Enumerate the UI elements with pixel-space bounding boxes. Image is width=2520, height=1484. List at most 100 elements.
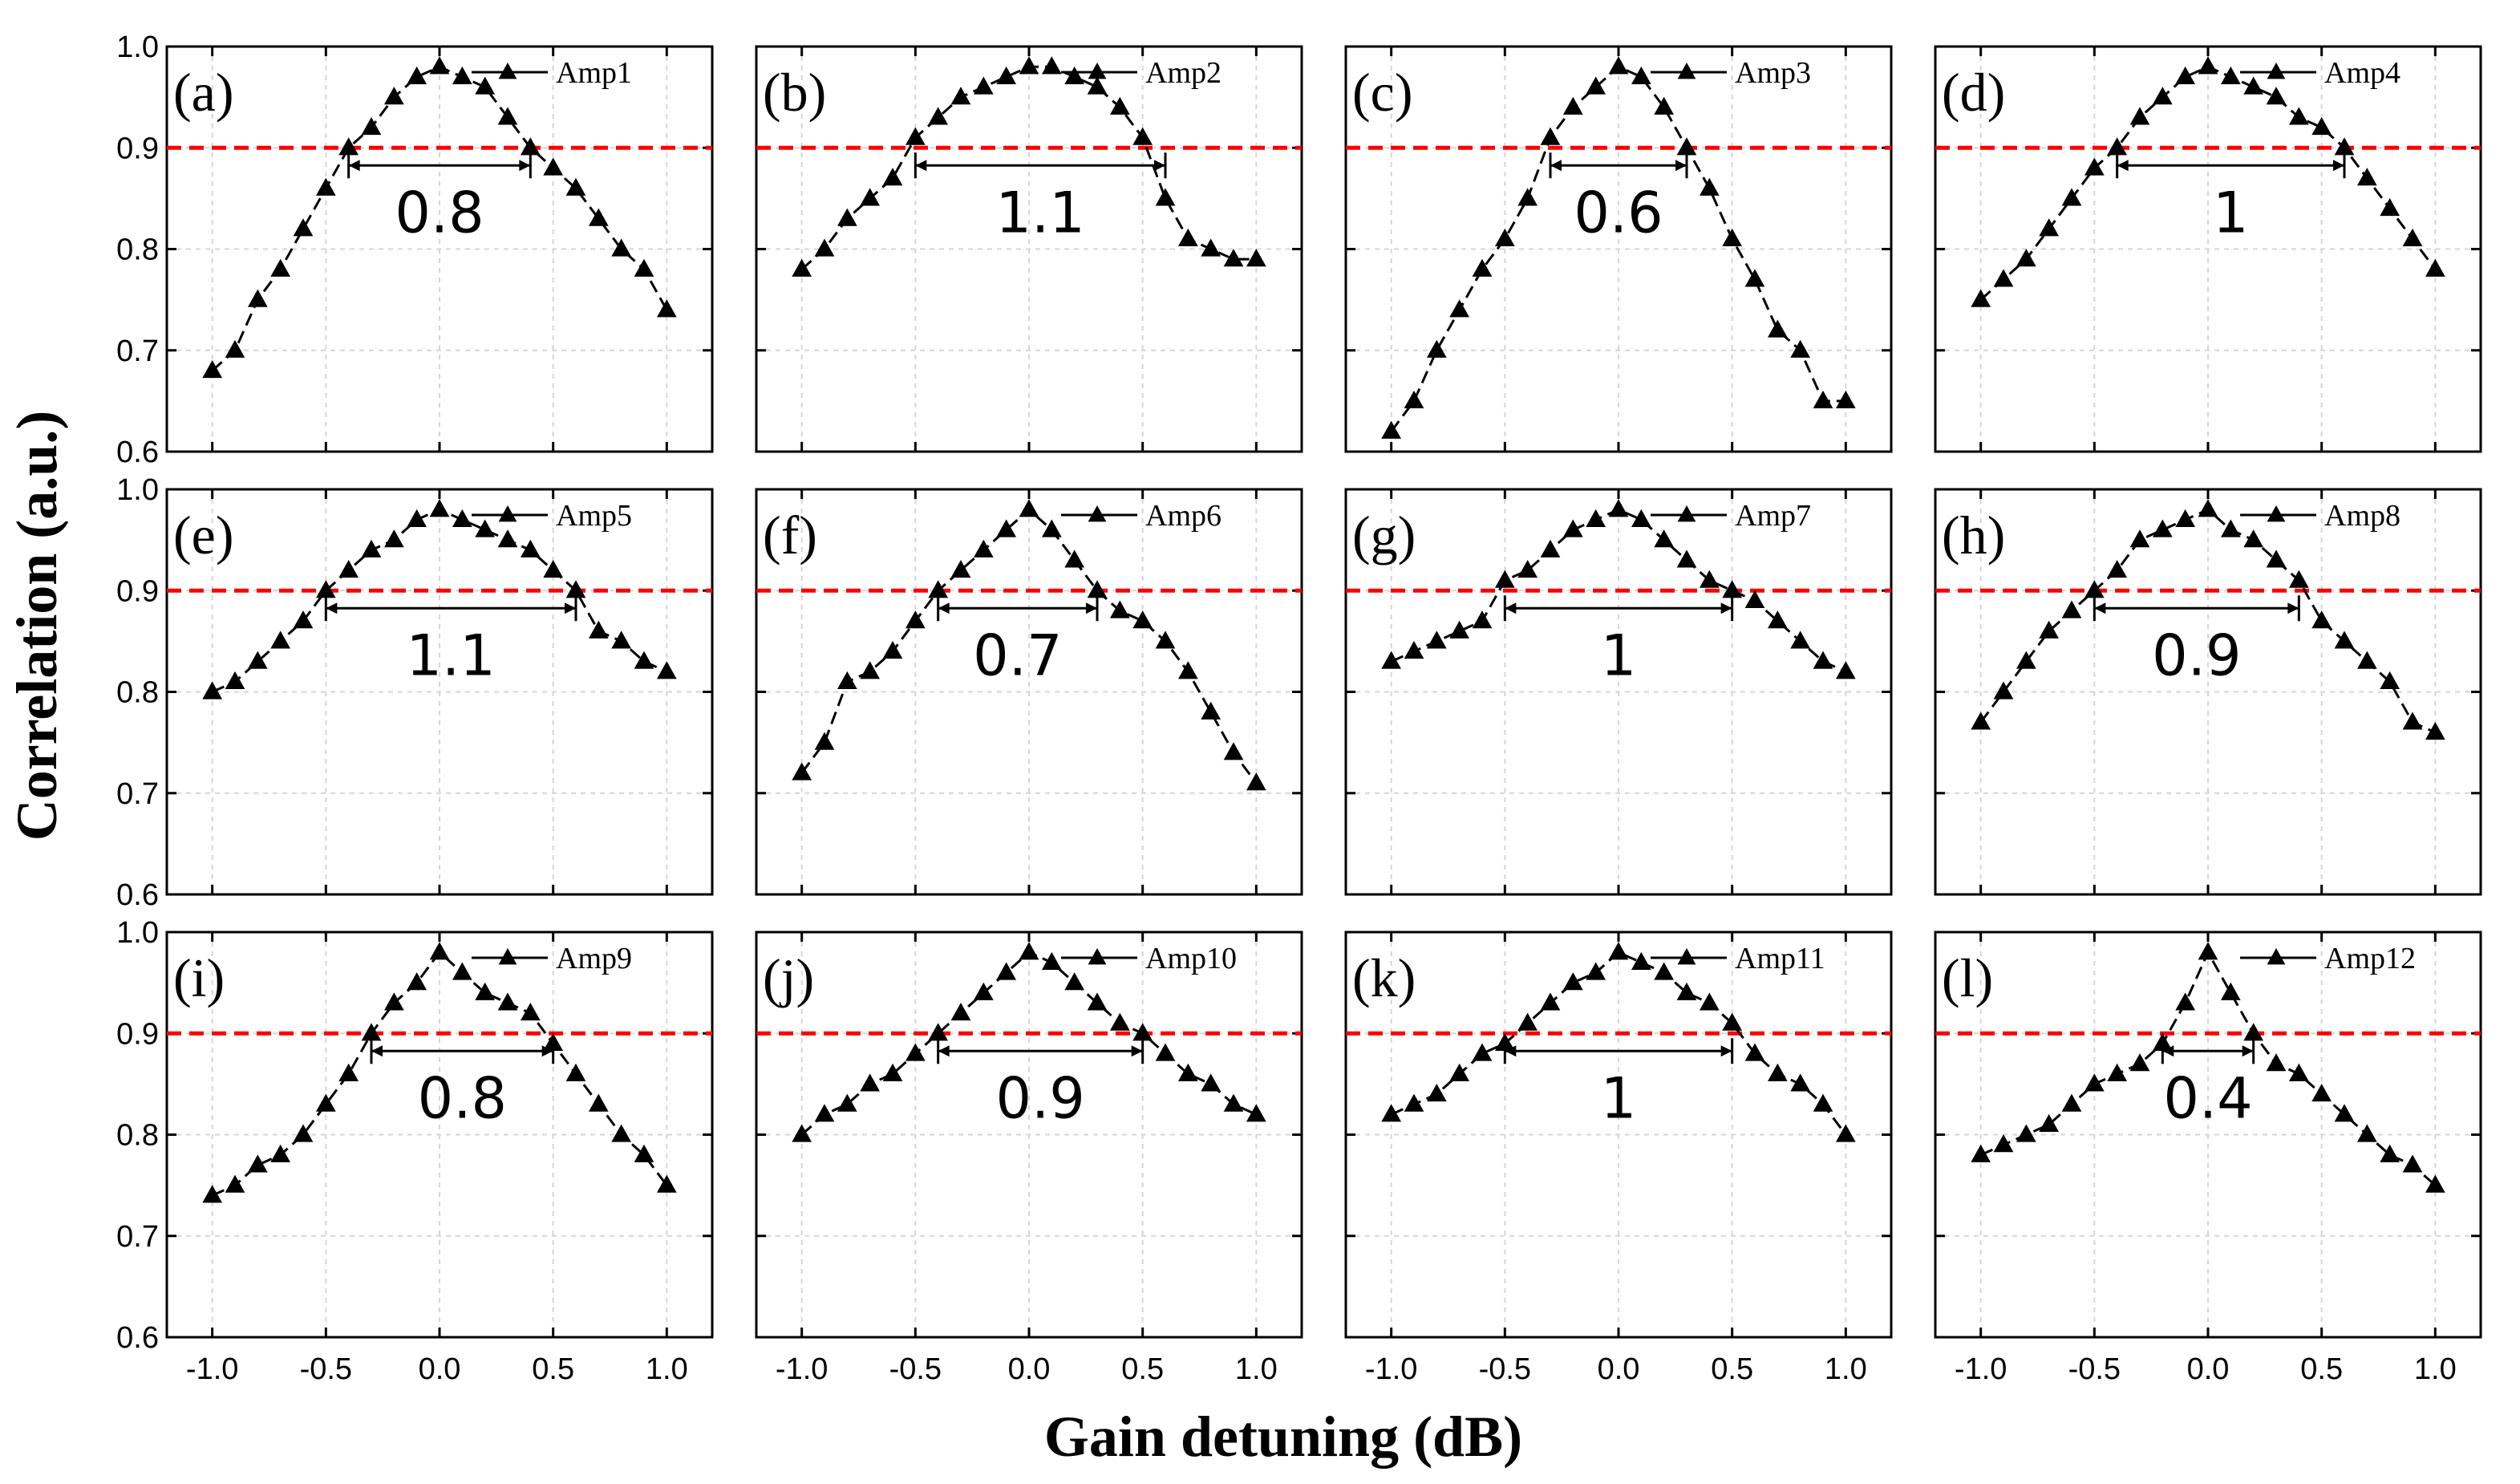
data-point xyxy=(1201,238,1222,257)
width-arrow-right xyxy=(2242,1045,2254,1057)
data-point xyxy=(1449,620,1470,639)
data-point xyxy=(1064,66,1085,84)
data-point xyxy=(860,188,881,206)
data-point xyxy=(1744,269,1765,287)
legend-label: Amp1 xyxy=(556,56,632,90)
width-arrow-left xyxy=(915,160,927,172)
data-point xyxy=(2129,107,2150,125)
data-point xyxy=(1993,681,2014,699)
width-arrow-right xyxy=(1720,1045,1732,1057)
data-point xyxy=(837,208,857,226)
data-point xyxy=(1494,228,1515,246)
data-point xyxy=(588,208,609,226)
data-point xyxy=(1722,1012,1743,1031)
data-point xyxy=(1608,942,1629,960)
data-point xyxy=(1562,972,1583,991)
y-tick-label: 1.0 xyxy=(116,916,159,950)
width-arrow-right xyxy=(1131,1045,1143,1057)
data-point xyxy=(2334,1104,2355,1122)
data-point xyxy=(792,258,812,277)
data-point xyxy=(338,1063,359,1081)
data-point xyxy=(1699,177,1720,196)
width-arrow-right xyxy=(541,1045,553,1057)
x-tick-label: 1.0 xyxy=(1825,1352,1867,1386)
x-tick-label: -1.0 xyxy=(1955,1352,2007,1386)
data-point xyxy=(634,258,654,277)
data-point xyxy=(2380,671,2400,689)
x-tick-label: -1.0 xyxy=(186,1352,238,1386)
panel-4: 1 (d) Amp4 xyxy=(1934,45,2482,453)
data-point xyxy=(1654,96,1675,115)
width-arrow-left xyxy=(2094,602,2106,614)
legend-marker xyxy=(1088,63,1107,79)
data-point xyxy=(1540,992,1561,1011)
width-arrow-left xyxy=(371,1045,383,1057)
data-point xyxy=(543,560,564,578)
data-point xyxy=(1201,701,1222,720)
width-arrow-left xyxy=(938,1045,950,1057)
data-point xyxy=(520,539,541,558)
data-point xyxy=(814,1104,835,1122)
legend-label: Amp4 xyxy=(2324,56,2400,90)
width-arrow-left xyxy=(938,602,950,614)
width-label: 0.8 xyxy=(395,180,484,245)
data-point xyxy=(1019,942,1039,960)
panel-letter: (d) xyxy=(1942,62,2005,123)
panel-12: -1.0 -0.5 0.0 0.5 1.0 0.4 (l) Amp12 xyxy=(1934,931,2482,1386)
width-arrow-left xyxy=(2117,160,2129,172)
data-point xyxy=(2220,519,2241,537)
width-arrow-left xyxy=(326,602,338,614)
legend-label: Amp12 xyxy=(2324,942,2416,975)
data-point xyxy=(1971,289,1991,307)
data-point xyxy=(611,630,632,649)
x-tick-label: -1.0 xyxy=(776,1352,828,1386)
data-point xyxy=(1722,580,1743,598)
data-point xyxy=(293,610,314,629)
data-point xyxy=(588,620,609,639)
data-point xyxy=(2402,228,2423,246)
data-point xyxy=(2198,942,2218,960)
width-label: 0.9 xyxy=(996,1065,1085,1131)
width-arrow-left xyxy=(1550,160,1562,172)
data-point xyxy=(1381,651,1402,669)
data-point xyxy=(656,299,677,318)
width-arrow-right xyxy=(2333,160,2344,172)
data-point xyxy=(1041,951,1062,970)
data-point xyxy=(1132,127,1153,145)
data-point xyxy=(1109,600,1130,618)
data-point xyxy=(1654,962,1675,980)
data-point xyxy=(1064,549,1085,568)
data-point xyxy=(1722,228,1743,246)
data-point xyxy=(814,732,835,750)
x-tick-label: -0.5 xyxy=(889,1352,942,1386)
data-point xyxy=(656,1174,677,1193)
data-point xyxy=(905,610,926,629)
x-tick-label: 1.0 xyxy=(1235,1352,1278,1386)
data-point xyxy=(1041,519,1062,537)
data-point xyxy=(1744,1043,1765,1061)
width-arrow-right xyxy=(519,160,531,172)
data-point xyxy=(1041,56,1062,75)
data-point xyxy=(2425,258,2445,277)
data-point xyxy=(520,137,541,156)
legend-label: Amp3 xyxy=(1735,56,1811,90)
data-point xyxy=(247,651,268,669)
data-point xyxy=(315,1093,336,1112)
data-point xyxy=(338,560,359,578)
panel-letter: (h) xyxy=(1942,505,2005,566)
width-arrow-right xyxy=(1154,160,1165,172)
data-point xyxy=(452,962,472,980)
data-point xyxy=(361,539,382,558)
data-point xyxy=(2356,651,2377,669)
panel-letter: (a) xyxy=(173,62,233,123)
data-point xyxy=(1676,549,1697,568)
data-point xyxy=(1155,188,1176,206)
data-point xyxy=(2107,560,2128,578)
legend-label: Amp9 xyxy=(556,942,632,975)
data-point xyxy=(2198,499,2218,517)
data-point xyxy=(1654,529,1675,548)
panels-group: 0.6 0.7 0.8 0.9 1.0 0.8 (a) Amp1 1.1 (b) Amp2 0.6 (c… xyxy=(116,30,2482,1386)
x-tick-label: 0.0 xyxy=(1598,1352,1640,1386)
data-point xyxy=(2402,1154,2423,1173)
data-point xyxy=(2288,570,2309,588)
